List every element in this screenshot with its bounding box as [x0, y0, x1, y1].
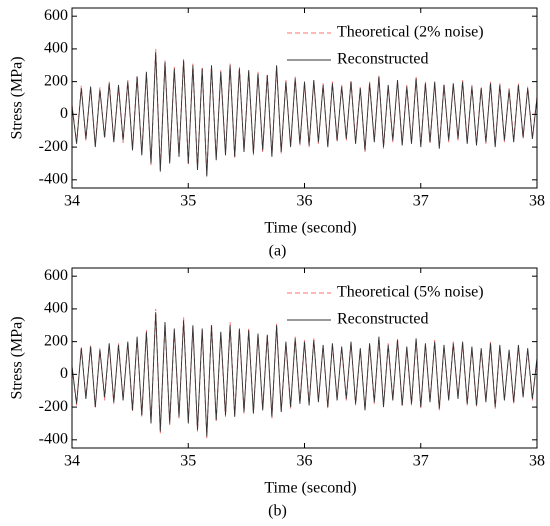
y-tick-label: 0 [60, 365, 68, 382]
series-line [71, 308, 538, 439]
x-tick-label: 34 [64, 193, 80, 210]
legend-label: Reconstructed [337, 51, 429, 68]
y-tick-label: -200 [39, 398, 68, 415]
y-tick-label: 200 [44, 332, 68, 349]
y-tick-label: -200 [39, 138, 68, 155]
legend-label: Theoretical (2% noise) [337, 24, 484, 41]
x-axis-label: Time (second) [264, 480, 356, 497]
y-tick-label: 600 [44, 7, 68, 24]
x-tick-label: 34 [64, 453, 80, 470]
x-tick-label: 35 [180, 193, 196, 210]
x-tick-label: 37 [413, 453, 429, 470]
y-tick-label: 400 [44, 40, 68, 57]
series-line [71, 52, 538, 177]
caption: (b) [268, 503, 287, 520]
y-tick-label: 400 [44, 300, 68, 317]
legend-label: Reconstructed [337, 311, 429, 328]
x-tick-label: 36 [297, 453, 313, 470]
y-tick-label: -400 [39, 430, 68, 447]
x-axis-label: Time (second) [264, 220, 356, 237]
legend-label: Theoretical (5% noise) [337, 284, 484, 301]
y-axis-label: Stress (MPa) [9, 316, 26, 399]
y-tick-label: -400 [39, 170, 68, 187]
x-tick-label: 38 [529, 193, 545, 210]
x-tick-label: 38 [529, 453, 545, 470]
series-line [71, 48, 538, 175]
y-axis-label: Stress (MPa) [9, 56, 26, 139]
series-line [71, 312, 538, 437]
y-tick-label: 600 [44, 267, 68, 284]
x-tick-label: 35 [180, 453, 196, 470]
caption: (a) [269, 243, 287, 260]
y-tick-label: 200 [44, 72, 68, 89]
x-tick-label: 36 [297, 193, 313, 210]
y-tick-label: 0 [60, 105, 68, 122]
x-tick-label: 37 [413, 193, 429, 210]
